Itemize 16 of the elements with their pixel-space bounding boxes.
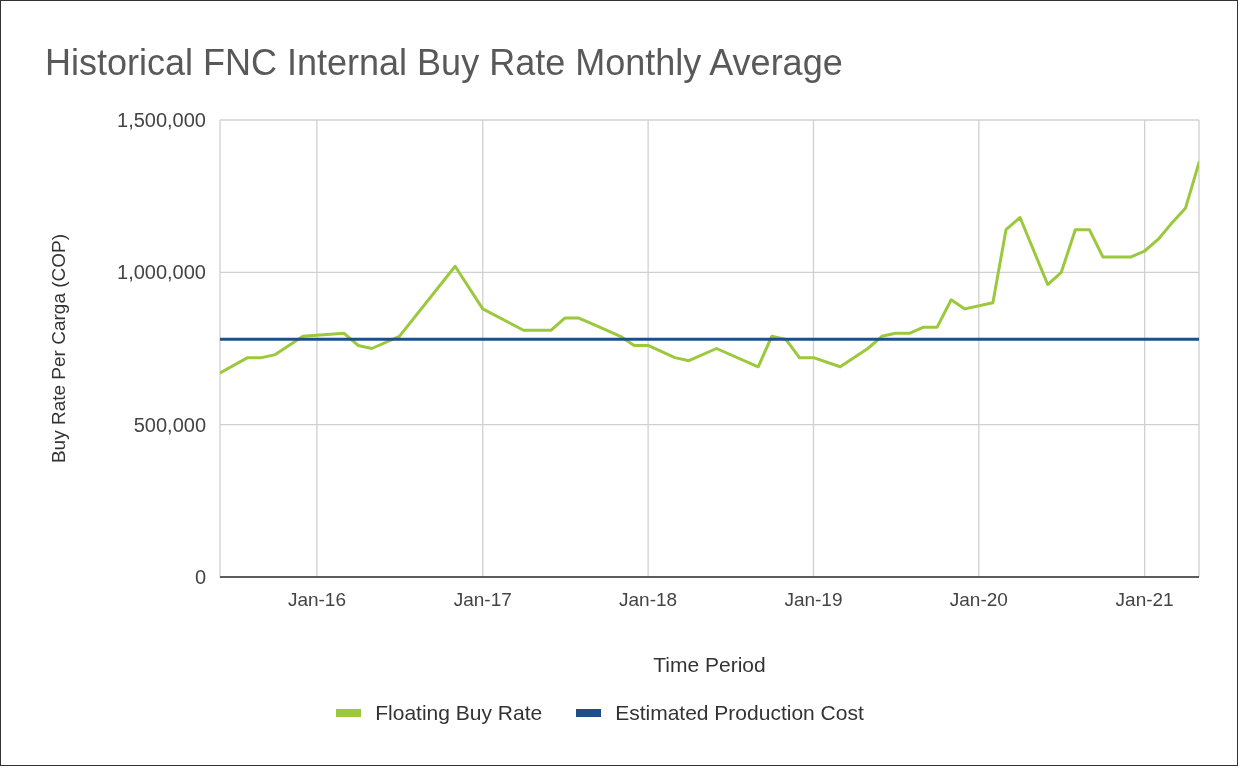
y-tick-label: 1,500,000: [117, 109, 206, 132]
x-tick-label: Jan-18: [619, 589, 678, 611]
y-tick-label: 500,000: [133, 413, 206, 436]
x-tick-label: Jan-19: [784, 589, 843, 611]
y-tick-label: 1,000,000: [117, 261, 206, 284]
y-tick-label: 0: [194, 566, 206, 589]
y-axis-title: Buy Rate Per Carga (COP): [47, 233, 69, 464]
x-tick-label: Jan-17: [453, 589, 512, 611]
legend-label: Estimated Production Cost: [615, 700, 864, 726]
line-series: [220, 161, 1199, 375]
x-axis-title: Time Period: [653, 652, 766, 676]
x-tick-label: Jan-21: [1115, 589, 1174, 611]
x-tick-label: Jan-16: [287, 589, 346, 611]
x-tick-label: Jan-20: [949, 589, 1008, 611]
chart-title: Historical FNC Internal Buy Rate Monthly Average: [45, 42, 843, 84]
legend-label: Floating Buy Rate: [375, 700, 543, 726]
